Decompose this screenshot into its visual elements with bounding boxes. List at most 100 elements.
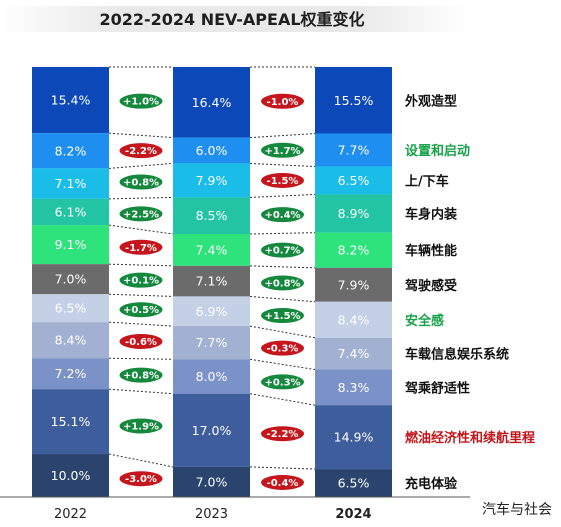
bar-segment [32,322,109,359]
connector-line [249,466,316,470]
bar-value-label: 7.1% [55,176,87,191]
connector-line [249,133,316,139]
change-pill-label: +0.5% [123,305,159,316]
connector-line [249,295,316,303]
bar-segment [173,359,250,394]
bar-value-label: 8.3% [338,380,370,395]
category-label: 车身内装 [405,207,457,223]
change-pill-label: -0.3% [267,344,299,355]
change-pill-label: +0.8% [264,278,300,289]
bar-segment [315,67,392,134]
change-pill-label: +0.8% [123,371,159,382]
bar-value-label: 14.9% [334,430,374,445]
bar-value-label: 8.9% [338,206,370,221]
bar-segment [32,198,109,226]
change-pill [260,307,305,325]
year-label: 2024 [335,507,371,522]
bar-segment [315,405,392,470]
change-pill [118,366,164,384]
connector-line [249,325,316,339]
change-pill [260,373,305,391]
change-pill [260,339,305,357]
change-pill-label: -2.2% [125,146,157,157]
bar-value-label: 7.2% [55,366,87,381]
connector-line [249,393,316,406]
category-label: 设置和启动 [405,143,470,159]
change-pill [118,92,164,110]
bar-segment [173,137,250,164]
change-pill-label: +1.9% [123,421,159,432]
bar-segment [32,264,109,295]
bar-value-label: 7.1% [196,274,228,289]
category-label: 车载信息娱乐系统 [405,347,509,363]
change-pill-label: +0.8% [123,178,159,189]
bar-segment [315,267,392,302]
bar-value-label: 7.0% [55,272,87,287]
category-label: 车辆性能 [405,243,457,259]
stacked-bars: 15.4% 16.4% 15.5% 8.2% 6.0% 7.7% 7.1% 7.9% 6.5% 6… [32,67,392,497]
change-pill-label: +1.0% [123,97,159,108]
bar-segment [32,133,109,169]
change-pill [260,425,305,443]
bar-value-label: 6.5% [338,476,370,491]
category-label: 上/下车 [405,174,449,190]
change-pill-label: +0.1% [123,276,159,287]
category-labels: 外观造型设置和启动上/下车车身内装车辆性能驾驶感受安全感车载信息娱乐系统驾乘舒适… [404,93,535,492]
year-label: 2023 [195,507,228,522]
bar-value-label: 8.4% [338,312,370,327]
bar-value-label: 6.5% [338,173,370,188]
bar-value-label: 8.0% [196,369,228,384]
bar-value-label: 10.0% [51,468,91,483]
connector-line [249,193,316,198]
change-pill [118,332,164,350]
bar-segment [315,369,392,406]
bar-value-label: 7.9% [196,173,228,188]
category-label: 充电体验 [405,476,458,492]
bar-segment [32,168,109,199]
change-pill [260,473,305,491]
change-pill-label: +2.5% [123,209,159,220]
change-pill [118,205,164,223]
connector-line [108,357,174,360]
bar-segment [315,337,392,370]
change-pill [118,271,164,289]
change-pill-label: -1.5% [267,176,299,187]
category-label: 外观造型 [404,93,457,109]
change-pill-label: -2.2% [267,429,299,440]
change-pill [118,301,164,319]
bar-segment [315,232,392,268]
bar-value-label: 15.5% [334,93,374,108]
bar-value-label: 7.7% [196,335,228,350]
category-label: 燃油经济性和续航里程 [405,430,535,446]
chart-title: 2022-2024 NEV-APEAL权重变化 [99,10,364,29]
watermark-text: 汽车与社会 [482,501,552,518]
bar-segment [32,389,109,455]
bar-value-label: 6.5% [55,301,87,316]
change-pill [260,171,305,189]
change-pill [260,274,305,292]
connector-line [108,132,174,139]
change-pill-label: -0.4% [267,478,299,489]
connector-line [108,224,174,235]
connector-line [249,162,316,168]
change-pill [260,241,305,259]
change-pill-label: +0.7% [264,246,300,257]
connector-line [108,293,174,297]
bar-segment [173,67,250,138]
change-pill-label: +0.4% [264,210,300,221]
bar-segment [32,67,109,134]
bar-segment [173,466,250,497]
bar-value-label: 7.9% [338,277,370,292]
change-pills: +1.0% -1.0% -2.2% +1.7% +0.8% -1.5% +2.5% +0.4%… [118,92,305,491]
bar-value-label: 15.4% [51,93,91,108]
bar-segment [32,294,109,323]
change-pill [118,238,164,256]
year-labels: 2022 2023 2024 [54,507,372,522]
change-pill [118,470,164,488]
bar-segment [32,358,109,390]
change-pill [260,92,305,110]
bar-segment [173,326,250,360]
change-pill [118,142,164,160]
bar-value-label: 7.7% [338,143,370,158]
